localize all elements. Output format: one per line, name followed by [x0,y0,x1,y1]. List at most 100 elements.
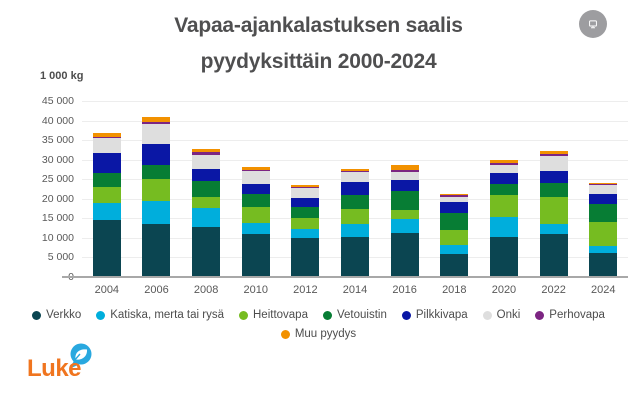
bar-segment-muu-pyydys[interactable] [92,132,121,137]
bar-segment-pilkkivapa[interactable] [291,197,320,208]
bar-segment-heittovapa[interactable] [142,179,171,201]
bar-segment-katiska-merta-tai-rys[interactable] [539,223,568,234]
bar-segment-onki[interactable] [440,196,469,203]
bar-segment-perhovapa[interactable] [589,184,618,186]
bar-segment-onki[interactable] [291,187,320,198]
bar-segment-verkko[interactable] [192,226,221,277]
bar-segment-vetouistin[interactable] [589,204,618,222]
bar-segment-onki[interactable] [489,164,518,174]
bar-segment-pilkkivapa[interactable] [539,171,568,184]
bar-segment-muu-pyydys[interactable] [241,166,270,170]
bar-segment-onki[interactable] [539,155,568,172]
bar-segment-verkko[interactable] [241,233,270,277]
stacked-bar-2016[interactable] [390,164,419,277]
bar-segment-katiska-merta-tai-rys[interactable] [390,218,419,234]
bar-segment-muu-pyydys[interactable] [390,164,419,171]
bar-segment-onki[interactable] [142,124,171,145]
bar-segment-heittovapa[interactable] [341,209,370,225]
bar-segment-heittovapa[interactable] [489,194,518,217]
bar-segment-katiska-merta-tai-rys[interactable] [92,203,121,221]
bar-segment-pilkkivapa[interactable] [92,152,121,173]
bar-segment-katiska-merta-tai-rys[interactable] [291,228,320,238]
stacked-bar-2014[interactable] [341,169,370,277]
stacked-bar-2008[interactable] [192,148,221,277]
bar-segment-perhovapa[interactable] [291,186,320,188]
bar-segment-katiska-merta-tai-rys[interactable] [589,245,618,254]
bar-segment-vetouistin[interactable] [341,194,370,210]
bar-segment-verkko[interactable] [589,253,618,277]
bar-segment-perhovapa[interactable] [142,122,171,125]
bar-segment-perhovapa[interactable] [390,170,419,173]
bar-segment-perhovapa[interactable] [489,162,518,165]
legend-item-vetouistin[interactable]: Vetouistin [322,309,387,321]
legend-item-onki[interactable]: Onki [482,309,520,321]
bar-segment-vetouistin[interactable] [539,183,568,198]
bar-segment-onki[interactable] [92,138,121,153]
stacked-bar-2022[interactable] [539,150,568,277]
bar-segment-perhovapa[interactable] [192,151,221,156]
bar-segment-perhovapa[interactable] [92,136,121,139]
legend-item-muu-pyydys[interactable]: Muu pyydys [280,328,356,340]
bar-segment-onki[interactable] [341,172,370,183]
bar-segment-muu-pyydys[interactable] [539,150,568,154]
bar-segment-vetouistin[interactable] [291,207,320,219]
bar-segment-vetouistin[interactable] [390,191,419,211]
bar-segment-heittovapa[interactable] [241,207,270,224]
bar-segment-katiska-merta-tai-rys[interactable] [341,224,370,237]
stacked-bar-2010[interactable] [241,166,270,277]
legend-item-pilkkivapa[interactable]: Pilkkivapa [401,309,468,321]
legend-item-verkko[interactable]: Verkko [32,309,81,321]
bar-segment-verkko[interactable] [390,233,419,277]
bar-segment-perhovapa[interactable] [440,195,469,197]
bar-segment-vetouistin[interactable] [192,181,221,198]
bar-segment-heittovapa[interactable] [539,197,568,224]
bar-segment-katiska-merta-tai-rys[interactable] [489,216,518,237]
bar-segment-muu-pyydys[interactable] [192,148,221,152]
bar-segment-pilkkivapa[interactable] [440,202,469,214]
stacked-bar-2004[interactable] [92,132,121,277]
bar-segment-pilkkivapa[interactable] [589,193,618,205]
bar-segment-pilkkivapa[interactable] [142,144,171,166]
bar-segment-pilkkivapa[interactable] [390,180,419,192]
stacked-bar-2020[interactable] [489,160,518,277]
bar-segment-heittovapa[interactable] [390,210,419,219]
bar-segment-muu-pyydys[interactable] [341,169,370,172]
stacked-bar-2012[interactable] [291,184,320,277]
bar-segment-muu-pyydys[interactable] [291,184,320,187]
bar-segment-vetouistin[interactable] [440,213,469,231]
bar-segment-pilkkivapa[interactable] [489,173,518,184]
bar-segment-heittovapa[interactable] [192,197,221,208]
bar-segment-pilkkivapa[interactable] [341,182,370,195]
legend-item-heittovapa[interactable]: Heittovapa [239,309,308,321]
bar-segment-perhovapa[interactable] [241,169,270,172]
bar-segment-verkko[interactable] [142,224,171,277]
bar-segment-muu-pyydys[interactable] [589,183,618,185]
bar-segment-onki[interactable] [390,172,419,181]
bar-segment-pilkkivapa[interactable] [192,169,221,182]
bar-segment-heittovapa[interactable] [589,221,618,246]
bar-segment-katiska-merta-tai-rys[interactable] [192,207,221,227]
bar-segment-pilkkivapa[interactable] [241,183,270,195]
bar-segment-vetouistin[interactable] [92,172,121,187]
bar-segment-katiska-merta-tai-rys[interactable] [241,223,270,234]
bar-segment-onki[interactable] [241,171,270,184]
bar-segment-vetouistin[interactable] [489,183,518,195]
bar-segment-verkko[interactable] [489,236,518,277]
bar-segment-verkko[interactable] [92,220,121,277]
bar-segment-vetouistin[interactable] [241,194,270,208]
bar-segment-onki[interactable] [589,185,618,194]
bar-segment-muu-pyydys[interactable] [142,117,171,123]
bar-segment-muu-pyydys[interactable] [489,160,518,163]
bar-segment-vetouistin[interactable] [142,165,171,180]
bar-segment-heittovapa[interactable] [291,218,320,229]
legend-item-katiska-merta-tai-rys[interactable]: Katiska, merta tai rysä [96,309,224,321]
bar-segment-katiska-merta-tai-rys[interactable] [142,200,171,225]
bar-segment-verkko[interactable] [440,254,469,277]
bar-segment-verkko[interactable] [539,233,568,277]
legend-item-perhovapa[interactable]: Perhovapa [535,309,605,321]
bar-segment-verkko[interactable] [291,237,320,277]
bar-segment-muu-pyydys[interactable] [440,194,469,196]
bar-segment-perhovapa[interactable] [341,171,370,173]
bar-segment-perhovapa[interactable] [539,153,568,156]
stacked-bar-2018[interactable] [440,194,469,277]
